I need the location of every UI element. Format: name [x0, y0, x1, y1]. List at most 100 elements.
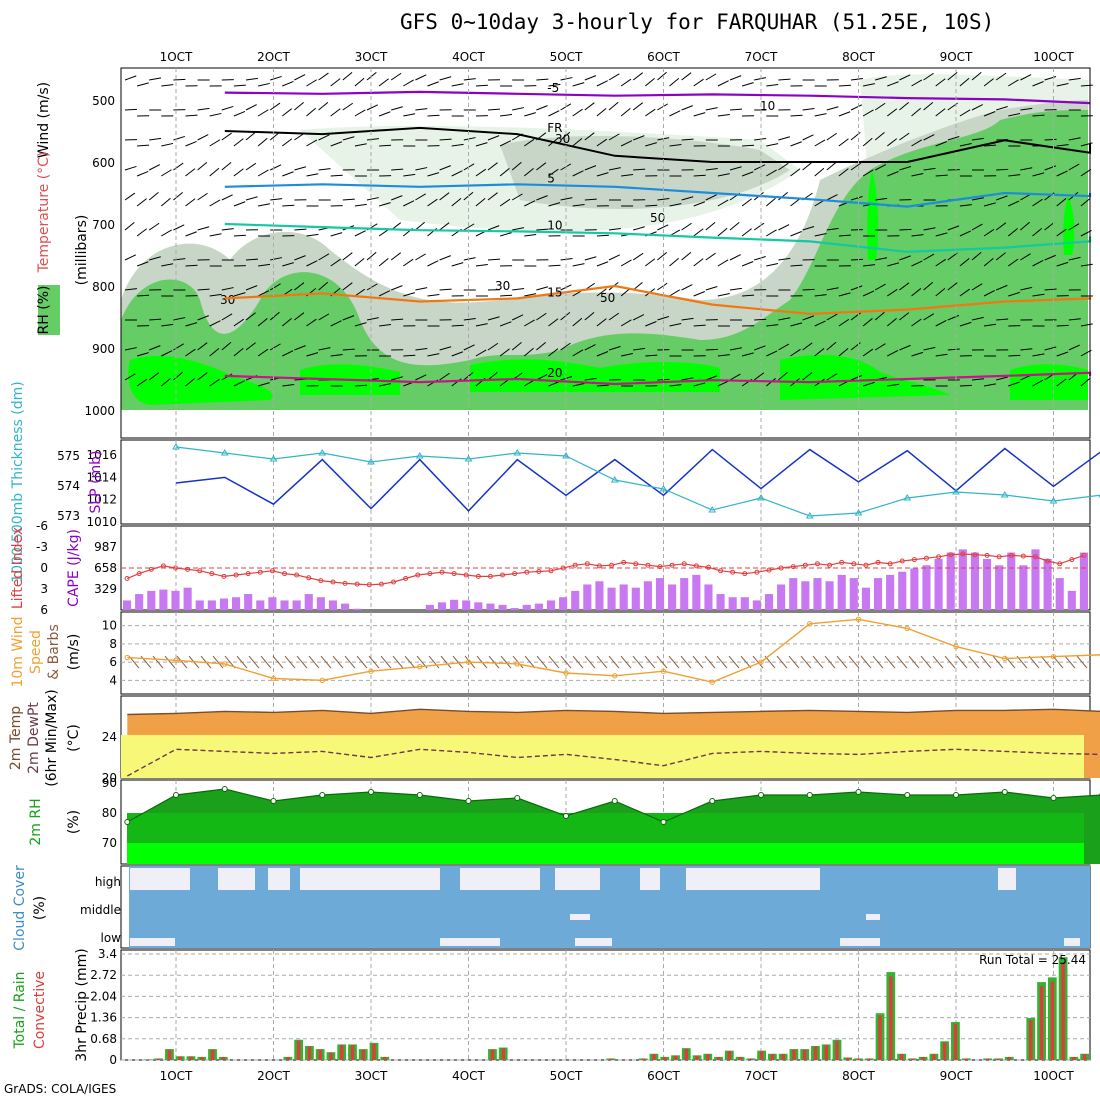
wind-barb [415, 374, 427, 381]
wind10m-barb [536, 655, 548, 669]
wind-barb [185, 231, 197, 237]
wind-barb [197, 192, 208, 201]
wind10m-barb [452, 655, 464, 669]
wind-barb [269, 343, 281, 351]
wind-barb [693, 112, 706, 117]
wind-barb [911, 351, 924, 357]
wind10m-barb [908, 655, 920, 669]
rh-legend-swatch [38, 285, 60, 335]
wind-barb [378, 258, 389, 267]
wind-barb [209, 378, 220, 387]
thickness-marker [464, 455, 473, 462]
wind-barb [584, 132, 595, 141]
wind-barb [899, 102, 910, 111]
precip-convective-bar [824, 1045, 828, 1060]
wind-barb [935, 287, 946, 297]
precip-convective-bar [770, 1054, 775, 1060]
slp-thickness-panel [120, 439, 1091, 525]
wind-barb [766, 262, 779, 267]
wind-barb [1080, 323, 1093, 327]
wind-barb [971, 137, 984, 141]
wind-barb [306, 173, 319, 177]
cape-bar [825, 581, 834, 610]
cape-bar [1043, 558, 1052, 610]
wind10m-barb [296, 655, 308, 669]
cape-bar [764, 594, 774, 610]
wind-barb [959, 142, 972, 147]
wind10m-barb [344, 655, 356, 669]
wind-barb [838, 347, 849, 357]
wind-speed-marker [660, 668, 667, 674]
wind-barb [717, 354, 730, 357]
wind-barb [996, 318, 1009, 321]
precip-convective-bar [178, 1056, 182, 1060]
temperature-side-label: Temperature (°C) [36, 152, 52, 274]
wind-barb [270, 257, 283, 261]
wind-barb [923, 101, 934, 111]
lifted-index-marker [451, 571, 457, 577]
rh2m-marker [124, 819, 131, 825]
wind-barb [161, 323, 174, 327]
wind-barb [439, 288, 452, 291]
wind-barb [923, 346, 936, 351]
lifted-index-marker [354, 581, 360, 587]
rh-shading-9 [1010, 364, 1088, 400]
wind-barb [427, 198, 438, 207]
precip-convective-bar [684, 1048, 689, 1060]
rh2m-marker [1050, 795, 1057, 801]
wind-barb [512, 227, 525, 231]
lifted-index-marker [245, 571, 251, 577]
wind-barb [814, 294, 827, 297]
x-tick-label-top: 5OCT [550, 50, 583, 64]
temp-axis-label-2: 2m DewPt [26, 702, 42, 774]
lifted-index-marker [863, 562, 869, 568]
lifted-index-marker [318, 578, 324, 584]
wind-barb [742, 144, 755, 147]
wind-barb [548, 318, 559, 327]
wind-barb [766, 324, 779, 327]
wind-barb [911, 172, 924, 177]
wind-barb [790, 141, 802, 147]
wind-barb [209, 233, 222, 237]
x-tick-label-top: 1OCT [160, 50, 193, 64]
wind-barb [741, 228, 752, 237]
wind-barb [705, 222, 716, 231]
wind-barb [729, 254, 741, 261]
wind-barb [596, 261, 609, 267]
wind-barb [838, 168, 849, 177]
cape-bar [898, 571, 907, 610]
wind-barb [185, 168, 196, 177]
rh2m-marker [173, 792, 179, 798]
cape-tick-label: 987 [94, 540, 117, 554]
wind-barb [935, 108, 946, 117]
wind-barb [1056, 351, 1069, 357]
lifted-index-marker [500, 572, 506, 578]
wind-barb [838, 234, 851, 237]
wind-barb [741, 261, 754, 267]
wind-barb [1008, 354, 1021, 357]
wind-barb [862, 169, 874, 177]
wind-barb [318, 281, 329, 291]
rh-shading-10 [867, 170, 879, 260]
wind-barb [959, 258, 970, 267]
temperature-contour-5 [224, 183, 1092, 208]
wind-barb [717, 80, 729, 87]
wind-barb [729, 108, 743, 111]
pressure-tick-label: 800 [92, 280, 115, 294]
wind-barb [790, 168, 801, 177]
cape-bar [244, 594, 253, 610]
cloud-level-high: high [95, 875, 121, 889]
wind10m-barb [632, 655, 644, 669]
wind-barb [959, 109, 971, 117]
wind-barb [548, 381, 560, 387]
wind-barb [173, 135, 186, 141]
temperature-contour-20 [224, 371, 1092, 386]
wind-barb [814, 139, 826, 147]
lifted-index-marker [1069, 557, 1075, 563]
x-tick-label-bottom: 4OCT [452, 1069, 485, 1083]
wind-barb [439, 255, 451, 261]
wind-barb [451, 324, 464, 327]
wind10m-barb [308, 655, 320, 669]
wind-barb [403, 79, 414, 87]
lifted-index-marker [257, 569, 263, 575]
